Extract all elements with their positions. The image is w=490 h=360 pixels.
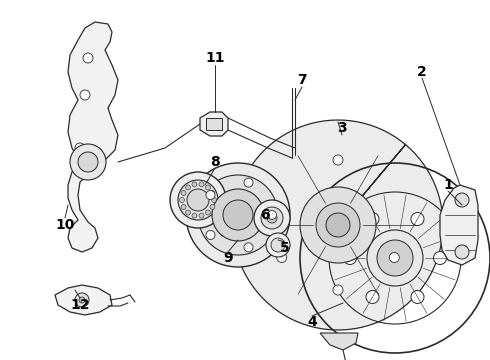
- Circle shape: [186, 185, 191, 190]
- Text: 9: 9: [223, 251, 233, 265]
- Circle shape: [181, 204, 186, 210]
- Circle shape: [212, 198, 217, 202]
- Circle shape: [367, 230, 423, 286]
- Circle shape: [411, 212, 424, 225]
- Circle shape: [212, 189, 264, 241]
- Text: 11: 11: [205, 51, 225, 65]
- Text: 4: 4: [307, 315, 317, 329]
- Polygon shape: [206, 118, 222, 130]
- Circle shape: [75, 143, 85, 153]
- Circle shape: [389, 252, 399, 262]
- Polygon shape: [68, 22, 118, 252]
- Circle shape: [244, 178, 253, 187]
- Circle shape: [455, 193, 469, 207]
- Circle shape: [83, 53, 93, 63]
- Circle shape: [267, 213, 277, 223]
- Circle shape: [434, 252, 446, 265]
- Text: 8: 8: [210, 155, 220, 169]
- Circle shape: [411, 291, 424, 303]
- Circle shape: [366, 212, 379, 225]
- Circle shape: [186, 163, 290, 267]
- Circle shape: [266, 233, 290, 257]
- Circle shape: [205, 185, 211, 190]
- Text: 2: 2: [417, 65, 427, 79]
- Circle shape: [455, 245, 469, 259]
- Polygon shape: [200, 112, 228, 136]
- Circle shape: [343, 252, 357, 265]
- Circle shape: [192, 182, 197, 187]
- Circle shape: [366, 291, 379, 303]
- Circle shape: [377, 240, 413, 276]
- Circle shape: [199, 182, 204, 187]
- Text: 7: 7: [297, 73, 307, 87]
- Circle shape: [271, 238, 285, 252]
- Circle shape: [268, 211, 276, 220]
- Text: 1: 1: [443, 178, 453, 192]
- Text: 12: 12: [70, 298, 90, 312]
- Circle shape: [80, 90, 90, 100]
- Circle shape: [206, 190, 215, 199]
- Circle shape: [181, 190, 186, 195]
- Circle shape: [78, 152, 98, 172]
- Circle shape: [277, 252, 287, 262]
- Circle shape: [261, 207, 283, 229]
- Circle shape: [199, 213, 204, 218]
- Text: 3: 3: [337, 121, 347, 135]
- Text: 10: 10: [55, 218, 74, 232]
- Circle shape: [186, 210, 191, 215]
- Circle shape: [75, 293, 89, 307]
- Circle shape: [333, 155, 343, 165]
- Circle shape: [87, 160, 97, 170]
- Circle shape: [326, 213, 350, 237]
- Text: 6: 6: [260, 208, 270, 222]
- Circle shape: [333, 285, 343, 295]
- Circle shape: [300, 187, 376, 263]
- Circle shape: [170, 172, 226, 228]
- Circle shape: [210, 190, 215, 195]
- Circle shape: [316, 203, 360, 247]
- Text: 5: 5: [280, 241, 290, 255]
- Circle shape: [192, 213, 197, 218]
- Circle shape: [205, 210, 211, 215]
- Polygon shape: [233, 120, 443, 330]
- Circle shape: [198, 175, 278, 255]
- Circle shape: [187, 189, 209, 211]
- Polygon shape: [55, 285, 112, 315]
- Circle shape: [178, 180, 218, 220]
- Polygon shape: [440, 185, 478, 265]
- Circle shape: [244, 243, 253, 252]
- Polygon shape: [320, 333, 358, 350]
- Circle shape: [79, 297, 85, 303]
- Circle shape: [254, 200, 290, 236]
- Circle shape: [223, 200, 253, 230]
- Circle shape: [210, 204, 215, 210]
- Circle shape: [179, 198, 185, 202]
- Circle shape: [70, 144, 106, 180]
- Circle shape: [206, 230, 215, 239]
